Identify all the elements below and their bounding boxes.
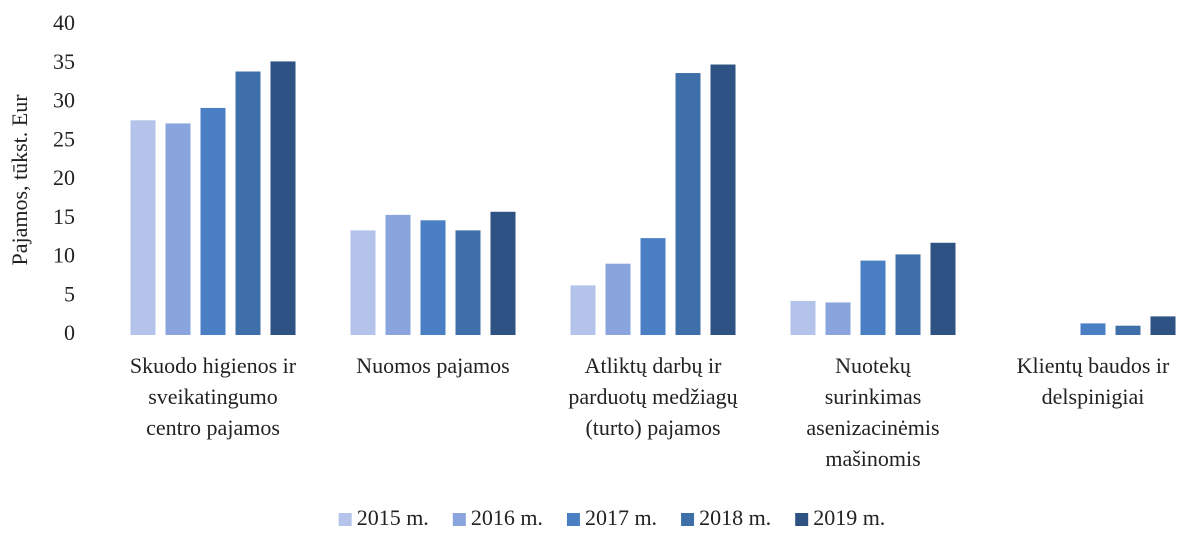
bar bbox=[1080, 323, 1106, 335]
bar bbox=[385, 214, 411, 335]
y-tick-label: 40 bbox=[53, 10, 75, 35]
bar bbox=[1115, 325, 1141, 335]
bar bbox=[1150, 316, 1176, 335]
bar bbox=[930, 242, 956, 335]
bar bbox=[640, 238, 666, 335]
bar bbox=[165, 123, 191, 335]
legend: 2015 m. 2016 m. 2017 m. 2018 m. 2019 m. bbox=[338, 505, 885, 530]
legend-label: 2016 m. bbox=[471, 505, 543, 530]
x-tick-label: Atliktų darbų ir parduotų medžiagų (turto)… bbox=[568, 353, 738, 440]
y-tick-label: 5 bbox=[64, 281, 75, 306]
bar bbox=[130, 120, 156, 335]
y-axis-label: Pajamos, tūkst. Eur bbox=[7, 94, 32, 266]
bar bbox=[605, 263, 631, 335]
x-tick-label: Nuotekų surinkimas asenizacinėmis mašinomis bbox=[806, 353, 939, 471]
bar bbox=[825, 302, 851, 335]
legend-swatch bbox=[338, 513, 352, 526]
bar bbox=[895, 254, 921, 335]
bar bbox=[710, 64, 736, 336]
legend-label: 2017 m. bbox=[585, 505, 657, 530]
x-tick-label: Nuomos pajamos bbox=[356, 353, 509, 378]
legend-swatch bbox=[795, 513, 809, 526]
y-tick-label: 10 bbox=[53, 243, 75, 268]
bar bbox=[860, 260, 886, 335]
y-tick-label: 0 bbox=[64, 320, 75, 345]
bar bbox=[350, 230, 376, 335]
y-tick-label: 15 bbox=[53, 204, 75, 229]
bar bbox=[490, 211, 516, 335]
bar bbox=[270, 61, 296, 336]
legend-label: 2019 m. bbox=[813, 505, 885, 530]
y-tick-label: 35 bbox=[53, 49, 75, 74]
legend-label: 2015 m. bbox=[357, 505, 429, 530]
legend-swatch bbox=[681, 513, 695, 526]
x-tick-label: Skuodo higienos ir sveikatingumo centro pa… bbox=[130, 353, 297, 440]
bar bbox=[675, 73, 701, 336]
bar bbox=[420, 220, 446, 335]
bar bbox=[570, 285, 596, 335]
legend-swatch bbox=[566, 513, 580, 526]
bar bbox=[455, 230, 481, 335]
legend-swatch bbox=[452, 513, 466, 526]
bar bbox=[235, 71, 261, 335]
y-tick-label: 30 bbox=[53, 88, 75, 113]
x-tick-label: Klientų baudos ir delspinigiai bbox=[1017, 353, 1170, 409]
bar bbox=[790, 300, 816, 335]
bar bbox=[200, 107, 226, 335]
y-tick-label: 20 bbox=[53, 165, 75, 190]
legend-label: 2018 m. bbox=[699, 505, 771, 530]
y-tick-label: 25 bbox=[53, 126, 75, 151]
